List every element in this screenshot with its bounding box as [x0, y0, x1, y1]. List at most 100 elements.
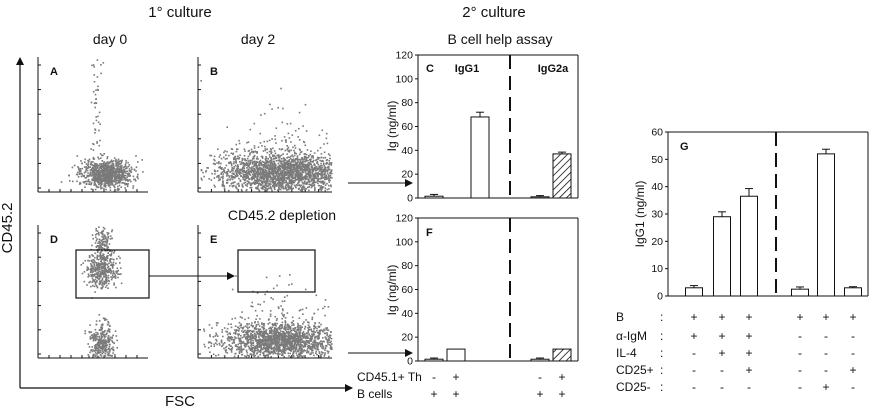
flow-dot	[260, 178, 263, 180]
flow-dot	[307, 324, 310, 326]
flow-dot	[249, 170, 251, 173]
flow-dot	[93, 174, 96, 176]
flow-dot	[282, 160, 285, 162]
flow-dot	[236, 165, 239, 168]
flow-dot	[246, 167, 248, 169]
flow-dot	[225, 345, 228, 348]
flow-dot	[276, 322, 278, 325]
flow-dot	[308, 168, 311, 170]
flow-dot	[272, 147, 274, 150]
flow-dot	[223, 156, 225, 159]
flow-dot	[252, 337, 254, 340]
flow-dot	[310, 150, 312, 152]
flow-dot	[101, 182, 103, 184]
flow-dot	[320, 176, 323, 178]
flow-dot	[300, 187, 303, 189]
flow-dot	[241, 189, 243, 192]
flow-dot	[283, 349, 286, 352]
flow-dot	[271, 177, 273, 180]
flow-dot	[328, 355, 330, 358]
flow-dot	[261, 334, 264, 336]
flow-dot	[221, 329, 224, 331]
flow-dot	[269, 163, 272, 165]
flow-dot	[117, 269, 120, 272]
flow-dot	[318, 326, 320, 328]
flow-dot	[103, 257, 105, 260]
flow-dot	[100, 275, 102, 277]
flow-dot	[96, 169, 99, 172]
flow-dot	[310, 346, 313, 348]
flow-dot	[100, 64, 102, 66]
flow-dot	[109, 338, 112, 341]
flow-dot	[113, 178, 116, 181]
flow-dot	[98, 345, 101, 347]
flow-dot	[320, 171, 323, 173]
flow-dot	[243, 148, 246, 150]
flow-dot	[288, 149, 291, 152]
flow-dot	[255, 171, 257, 174]
flow-dot	[324, 189, 326, 192]
flow-dot	[286, 178, 289, 180]
flow-dot	[125, 179, 127, 182]
flow-dot	[87, 159, 89, 162]
flow-dot	[200, 80, 202, 82]
flow-dot	[270, 187, 272, 189]
flow-dot	[300, 161, 302, 163]
flow-dot	[330, 184, 332, 186]
flow-dot	[314, 177, 317, 179]
flow-dot	[76, 171, 79, 174]
flow-dot	[244, 163, 247, 165]
flow-dot	[309, 162, 311, 164]
flow-dot	[275, 332, 278, 335]
flow-dot	[317, 335, 320, 337]
flow-dot	[81, 162, 83, 165]
flow-dot	[121, 174, 123, 176]
flow-dot	[267, 184, 270, 187]
flow-dot	[254, 354, 257, 357]
flow-dot	[278, 184, 280, 187]
flow-dot	[83, 181, 85, 184]
flow-dot	[110, 252, 113, 255]
flow-dot	[264, 184, 267, 186]
flow-dot	[297, 322, 299, 325]
flow-dot	[283, 355, 285, 358]
flow-dot	[105, 275, 107, 278]
flow-dot	[228, 340, 231, 342]
flow-dot	[119, 180, 121, 183]
flow-dot	[237, 334, 240, 337]
flow-dot	[260, 346, 262, 348]
flow-dot	[94, 175, 97, 177]
flow-dot	[108, 339, 110, 342]
flow-dot	[301, 170, 303, 172]
flow-dot	[102, 351, 105, 353]
flow-dot	[265, 167, 268, 169]
flow-dot	[297, 188, 300, 190]
flow-dot	[267, 171, 269, 174]
flow-dot	[302, 125, 304, 127]
flow-dot	[249, 182, 251, 184]
flow-dot	[115, 182, 117, 185]
flow-dot	[315, 341, 317, 344]
flow-dot	[329, 175, 332, 177]
flow-dot	[268, 150, 271, 153]
flow-dot	[262, 352, 265, 355]
flow-dot	[299, 164, 301, 166]
flow-dot	[297, 159, 299, 161]
flow-dot	[92, 164, 94, 167]
flow-dot	[104, 168, 107, 170]
flow-dot	[297, 350, 300, 353]
flow-dot	[107, 351, 109, 353]
flow-dot	[262, 330, 265, 333]
flow-dot	[128, 164, 131, 166]
flow-dot	[268, 173, 270, 176]
flow-dot	[289, 338, 291, 340]
flow-dot	[323, 329, 326, 332]
flow-dot	[78, 168, 80, 171]
flow-dot	[314, 339, 317, 342]
flow-dot	[261, 173, 263, 175]
flow-dot	[265, 164, 267, 166]
flow-dot	[248, 182, 250, 184]
flow-dot	[279, 181, 281, 184]
flow-dot	[269, 148, 272, 150]
flow-dot	[121, 182, 123, 184]
